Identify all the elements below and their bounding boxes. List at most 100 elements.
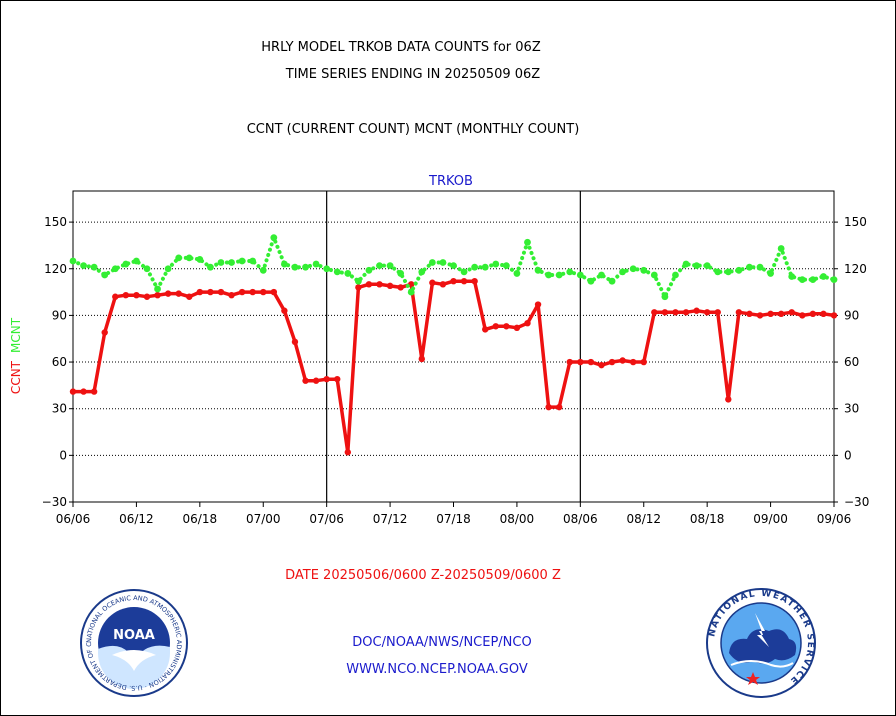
- series-point-mcnt-20: [280, 260, 288, 268]
- series-point-ccnt-45: [545, 403, 552, 411]
- xtick-label-8: 08/06: [563, 512, 598, 526]
- series-point-mcnt-63: [735, 266, 743, 274]
- series-point-mcnt-7: [143, 265, 151, 273]
- noaa-logo-center-text: NOAA: [113, 628, 155, 643]
- ytick-label-left-6: 150: [44, 215, 67, 229]
- series-point-ccnt-3: [101, 329, 108, 336]
- chart-title-line-1: HRLY MODEL TRKOB DATA COUNTS for 06Z: [261, 40, 541, 55]
- series-point-mcnt-4: [111, 265, 119, 273]
- series-point-mcnt-35: [439, 259, 447, 266]
- series-point-ccnt-57: [672, 309, 679, 316]
- series-point-mcnt-15: [228, 259, 235, 266]
- series-point-ccnt-48: [577, 358, 584, 366]
- series-point-ccnt-15: [228, 291, 235, 299]
- series-point-ccnt-70: [809, 310, 817, 318]
- series-point-ccnt-59: [693, 307, 700, 314]
- ytick-label-right-2: 30: [844, 402, 859, 416]
- series-point-ccnt-36: [450, 277, 457, 285]
- chart-subtitle: CCNT (CURRENT COUNT) MCNT (MONTHLY COUNT…: [247, 122, 580, 137]
- ylabel-mcnt: MCNT: [9, 317, 23, 353]
- ytick-label-left-0: −30: [42, 495, 67, 509]
- series-point-mcnt-11: [185, 254, 193, 262]
- ytick-label-right-0: −30: [844, 495, 869, 509]
- series-point-mcnt-68: [788, 273, 796, 280]
- nws-logo[interactable]: NATIONAL WEATHER SERVICE: [706, 588, 816, 698]
- series-point-mcnt-30: [386, 262, 394, 270]
- series-point-ccnt-39: [482, 326, 489, 333]
- series-point-ccnt-63: [735, 309, 743, 316]
- series-point-ccnt-54: [640, 358, 647, 366]
- series-point-mcnt-49: [587, 277, 595, 285]
- series-point-ccnt-55: [651, 309, 658, 316]
- footer-link-doc[interactable]: DOC/NOAA/NWS/NCEP/NCO: [352, 635, 531, 650]
- series-point-ccnt-21: [291, 338, 299, 346]
- series-point-mcnt-39: [481, 263, 489, 271]
- series-point-ccnt-35: [439, 281, 447, 288]
- series-point-ccnt-19: [270, 288, 278, 296]
- series-point-mcnt-0: [69, 257, 77, 265]
- series-point-mcnt-27: [354, 277, 362, 285]
- footer-link-website[interactable]: WWW.NCO.NCEP.NOAA.GOV: [346, 662, 528, 677]
- series-point-ccnt-16: [238, 288, 246, 296]
- series-point-mcnt-42: [513, 270, 521, 277]
- series-point-ccnt-64: [746, 310, 753, 318]
- series-point-ccnt-53: [629, 358, 637, 366]
- series-point-ccnt-26: [344, 449, 352, 456]
- series-point-mcnt-21: [291, 263, 299, 271]
- ytick-label-left-5: 120: [44, 262, 67, 276]
- series-point-ccnt-60: [703, 309, 711, 316]
- series-point-ccnt-9: [164, 290, 172, 297]
- series-point-mcnt-65: [756, 263, 764, 271]
- series-point-ccnt-71: [820, 310, 827, 318]
- series-point-mcnt-31: [397, 270, 405, 277]
- series-point-ccnt-12: [196, 288, 204, 296]
- series-point-ccnt-18: [260, 288, 267, 296]
- series-point-mcnt-16: [238, 257, 246, 265]
- series-point-mcnt-6: [133, 257, 140, 265]
- plot-area: −30 −30 0 0 30 30 60 60 90 90 120 120 150 150 06/06 06/…: [42, 190, 869, 526]
- xtick-label-9: 08/12: [626, 512, 661, 526]
- series-point-mcnt-32: [407, 288, 415, 296]
- series-point-mcnt-57: [672, 271, 679, 279]
- series-point-ccnt-67: [777, 310, 785, 318]
- xtick-label-4: 07/06: [309, 512, 344, 526]
- series-point-ccnt-61: [714, 309, 721, 316]
- series-point-ccnt-65: [756, 312, 764, 319]
- panel-label: TRKOB: [428, 174, 473, 189]
- series-point-mcnt-72: [830, 276, 838, 284]
- series-point-mcnt-50: [598, 271, 605, 279]
- series-point-ccnt-58: [682, 309, 690, 316]
- series-point-mcnt-5: [122, 260, 130, 268]
- series-point-ccnt-42: [513, 324, 521, 332]
- series-point-ccnt-66: [767, 310, 774, 318]
- xtick-label-11: 09/00: [753, 512, 788, 526]
- ytick-label-right-4: 90: [844, 308, 859, 322]
- xtick-label-1: 06/12: [119, 512, 154, 526]
- series-point-mcnt-26: [344, 270, 352, 277]
- series-point-mcnt-67: [777, 245, 785, 252]
- xtick-label-0: 06/06: [56, 512, 91, 526]
- xtick-label-6: 07/18: [436, 512, 471, 526]
- series-point-mcnt-25: [333, 268, 341, 276]
- series-point-ccnt-8: [154, 291, 161, 299]
- series-point-mcnt-24: [323, 265, 331, 273]
- series-point-ccnt-27: [355, 284, 362, 291]
- series-point-mcnt-18: [259, 266, 267, 274]
- series-point-mcnt-55: [650, 271, 658, 279]
- series-point-mcnt-40: [492, 260, 500, 268]
- series-point-ccnt-50: [598, 361, 605, 369]
- series-point-mcnt-61: [714, 268, 722, 276]
- series-point-mcnt-29: [376, 262, 383, 270]
- series-point-mcnt-17: [249, 257, 257, 265]
- series-point-ccnt-30: [386, 282, 394, 290]
- series-point-ccnt-51: [608, 358, 616, 366]
- series-point-mcnt-22: [302, 263, 309, 271]
- series-point-mcnt-36: [450, 262, 457, 270]
- series-point-ccnt-40: [492, 323, 499, 330]
- noaa-logo[interactable]: NOAA NATIONAL OCEANIC AND ATMOSPHERIC AD…: [80, 589, 188, 697]
- series-point-ccnt-14: [217, 288, 225, 296]
- series-point-ccnt-31: [397, 284, 404, 291]
- series-point-ccnt-69: [799, 312, 806, 319]
